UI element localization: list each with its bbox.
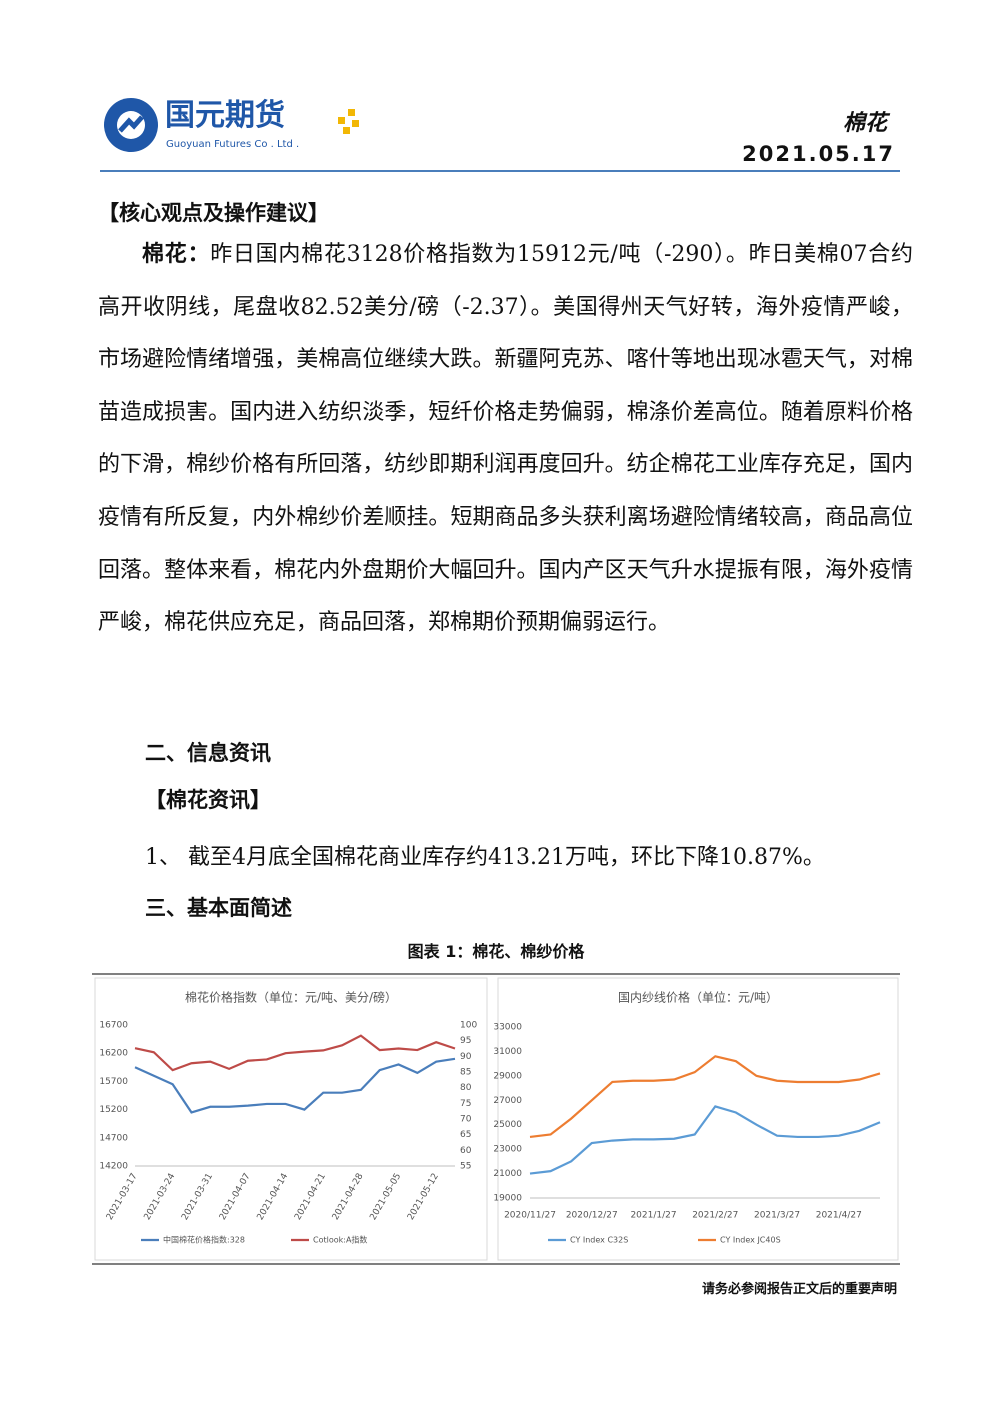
y-tick-label: 15200: [99, 1105, 128, 1115]
y2-tick-label: 100: [460, 1021, 477, 1031]
x-tick-label: 2021-04-14: [256, 1172, 291, 1223]
y-tick-label: 16700: [99, 1021, 128, 1031]
series-line: [134, 1057, 456, 1114]
series-line: [134, 1034, 456, 1072]
x-tick-label: 2021-05-05: [368, 1172, 403, 1222]
y2-tick-label: 95: [460, 1036, 471, 1046]
y2-tick-label: 55: [460, 1162, 471, 1172]
header-rule: [100, 170, 900, 172]
subheading: 【棉花资讯】: [145, 787, 271, 812]
y-tick-label: 23000: [493, 1145, 522, 1155]
y2-tick-label: 75: [460, 1099, 471, 1109]
info-item: 1、 截至4月底全国棉花商业库存约413.21万吨，环比下降10.87%。: [145, 845, 825, 870]
x-tick-label: 2021-04-28: [331, 1172, 366, 1223]
heading: 二、信息资讯: [145, 740, 271, 765]
legend-label: CY Index JC40S: [720, 1236, 781, 1245]
y-tick-label: 15700: [99, 1077, 128, 1087]
paragraph: 棉花：昨日国内棉花3128价格指数为15912元/吨（-290）。昨日美棉07合…: [98, 228, 913, 650]
y2-tick-label: 65: [460, 1130, 471, 1140]
y2-tick-label: 60: [460, 1146, 472, 1156]
heading: 三、基本面简述: [145, 895, 292, 920]
x-tick-label: 2021-03-24: [143, 1172, 178, 1223]
x-tick-label: 2021-04-21: [293, 1172, 328, 1222]
chart-title: 棉花价格指数（单位：元/吨、美分/磅）: [185, 990, 397, 1005]
series-line: [529, 1105, 881, 1175]
legend-label: 中国棉花价格指数:328: [163, 1235, 245, 1245]
y-tick-label: 27000: [493, 1096, 522, 1106]
y-tick-label: 14200: [99, 1162, 128, 1172]
figure-caption: 图表 1：棉花、棉纱价格: [407, 942, 585, 961]
y-tick-label: 16200: [99, 1049, 128, 1059]
y-tick-label: 14700: [99, 1133, 128, 1143]
x-tick-label: 2021-03-17: [105, 1172, 140, 1222]
date: 2021.05.17: [742, 142, 895, 166]
x-tick-label: 2021/3/27: [754, 1211, 800, 1221]
y2-tick-label: 85: [460, 1068, 471, 1078]
x-tick-label: 2021-05-12: [406, 1172, 441, 1222]
x-tick-label: 2021-03-31: [180, 1172, 215, 1222]
y-tick-label: 33000: [493, 1023, 522, 1033]
x-tick-label: 2020/11/27: [504, 1211, 556, 1221]
y2-tick-label: 80: [460, 1083, 472, 1093]
y-tick-label: 19000: [493, 1194, 522, 1204]
y-tick-label: 21000: [493, 1169, 522, 1179]
x-tick-label: 2021/1/27: [630, 1211, 676, 1221]
y-tick-label: 29000: [493, 1071, 522, 1081]
y-tick-label: 25000: [493, 1120, 522, 1130]
x-tick-label: 2021/2/27: [692, 1211, 738, 1221]
figure: 棉花价格指数（单位：元/吨、美分/磅） 14200 14700 15200 15700 1…: [92, 973, 900, 1265]
body: 昨日国内棉花3128价格指数为15912元/吨（-290）。昨日美棉07合约高开…: [98, 242, 913, 636]
legend-label: CY Index C32S: [570, 1236, 628, 1245]
y-tick-label: 31000: [493, 1047, 522, 1057]
legend-label: Cotlook:A指数: [313, 1235, 367, 1245]
chart-title: 国内纱线价格（单位：元/吨）: [618, 990, 778, 1005]
heading: 【核心观点及操作建议】: [98, 200, 329, 225]
logo-en: Guoyuan Futures Co . Ltd .: [166, 139, 299, 150]
lead: 棉花：: [142, 241, 211, 267]
series-line: [529, 1055, 881, 1139]
y2-tick-label: 70: [460, 1115, 472, 1125]
logo-cn: 国元期货: [165, 98, 285, 133]
footer: 请务必参阅报告正文后的重要声明: [701, 1282, 897, 1297]
x-tick-label: 2021/4/27: [816, 1211, 862, 1221]
x-tick-label: 2021-04-07: [218, 1172, 253, 1222]
category: 棉花: [842, 110, 887, 136]
logo: 国元期货 Guoyuan Futures Co . Ltd .: [104, 98, 359, 152]
x-tick-label: 2020/12/27: [566, 1211, 618, 1221]
y2-tick-label: 90: [460, 1052, 472, 1062]
